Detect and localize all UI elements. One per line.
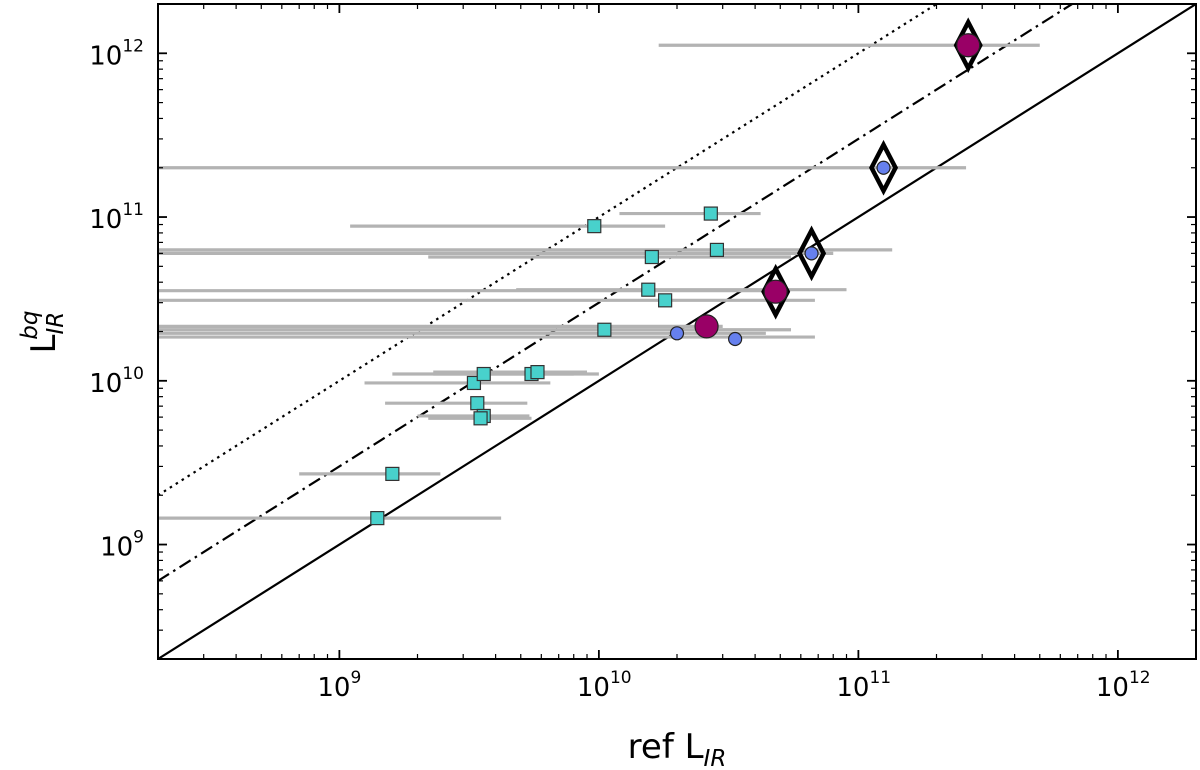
square-marker: [530, 365, 545, 380]
y-tick-label: 1010: [89, 364, 144, 399]
y-tick-label: 109: [100, 528, 144, 563]
big-circle-marker: [956, 33, 981, 58]
y-tick-label: 1011: [89, 200, 144, 235]
square-marker: [385, 466, 400, 482]
x-tick-label: 1010: [577, 668, 632, 703]
small-circle-marker: [728, 331, 743, 347]
square-marker: [703, 206, 718, 221]
square-marker: [476, 366, 491, 382]
x-tick-label: 109: [317, 668, 361, 703]
axis-ticks: [157, 3, 1197, 660]
small-circle-marker: [804, 246, 819, 261]
errorbars: [158, 43, 1040, 520]
y-tick-labels: 109 1010 1011 1012: [89, 36, 144, 562]
square-marker: [473, 411, 488, 426]
x-tick-label: 1011: [836, 668, 891, 703]
diamond-marker: [868, 139, 899, 196]
x-axis-label: ref LIR: [628, 727, 727, 770]
small-circle-marker: [669, 326, 685, 341]
big-circle-marker: [763, 279, 788, 304]
markers: [370, 17, 983, 526]
x-tick-labels: 109 1010 1011 1012: [317, 668, 1150, 703]
y-axis-label: LIRbq: [17, 311, 69, 354]
x-tick-label: 1012: [1096, 668, 1151, 703]
square-marker: [641, 282, 656, 297]
square-marker: [470, 396, 485, 411]
square-marker: [658, 293, 673, 308]
y-tick-label: 1012: [89, 36, 144, 71]
square-marker: [370, 511, 385, 526]
diamond-marker: [797, 225, 827, 282]
square-marker: [597, 322, 612, 337]
square-marker: [644, 249, 659, 265]
square-marker: [587, 219, 602, 234]
square-marker: [709, 242, 725, 258]
big-circle-marker: [694, 314, 719, 339]
factor-ten-line: [158, 4, 939, 497]
small-circle-marker: [876, 160, 891, 175]
